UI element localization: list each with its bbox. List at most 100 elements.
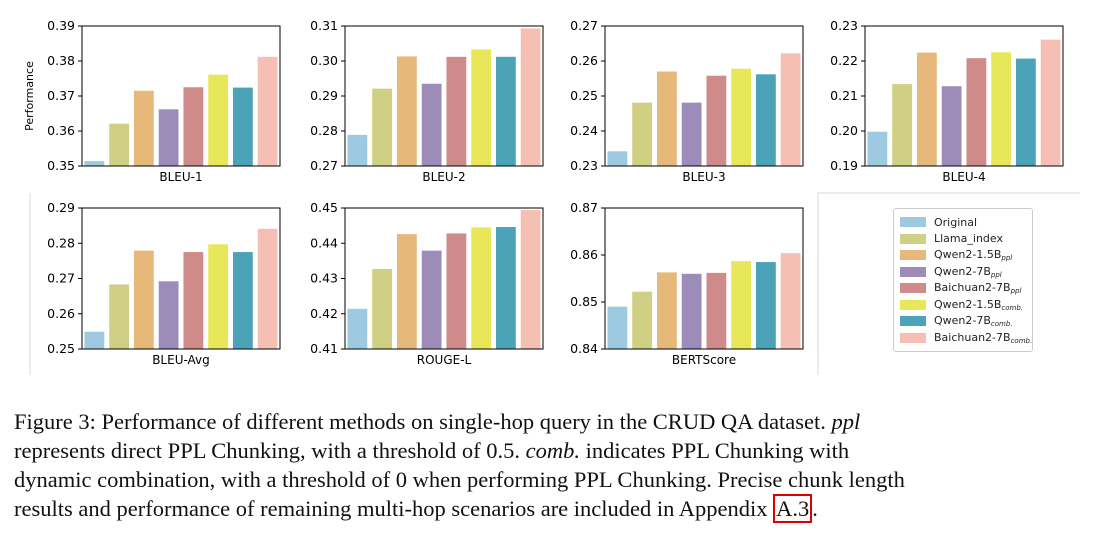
bar-6-1 <box>632 291 653 349</box>
bar-1-7 <box>520 28 541 167</box>
legend-label: Original <box>934 215 978 229</box>
y-tick-label: 0.27 <box>47 271 75 286</box>
y-tick-label: 0.26 <box>570 53 598 68</box>
legend-label: Baichuan2-7Bppl <box>934 281 1022 295</box>
y-tick-label: 0.19 <box>830 158 858 173</box>
x-axis-label: BERTScore <box>672 353 736 367</box>
appendix-link[interactable]: A.3 <box>773 494 813 523</box>
bar-0-1 <box>109 123 130 166</box>
bar-0-7 <box>257 56 278 166</box>
caption-line-4: results and performance of remaining mul… <box>14 494 1082 523</box>
bar-6-7 <box>780 253 801 349</box>
caption-italic: ppl <box>831 409 861 434</box>
bar-2-7 <box>780 53 801 166</box>
figure-caption: Figure 3: Performance of different metho… <box>14 407 1082 523</box>
subplot-bleu-1: 0.35 0.36 0.37 0.38 0.39 BLEU-1 Performance <box>23 18 281 184</box>
y-tick-label: 0.36 <box>47 123 75 138</box>
bar-6-2 <box>656 272 677 349</box>
y-tick-label: 0.84 <box>570 341 598 356</box>
bar-4-1 <box>109 284 130 349</box>
bar-0-6 <box>232 87 253 166</box>
legend-label: Qwen2-1.5Bcomb. <box>934 297 1024 312</box>
bar-3-3 <box>941 86 962 166</box>
y-tick-label: 0.27 <box>570 18 598 33</box>
bar-2-4 <box>706 75 727 166</box>
y-tick-label: 0.23 <box>830 18 858 33</box>
bar-0-5 <box>208 74 229 166</box>
axes-frame <box>604 207 804 350</box>
y-tick-label: 0.28 <box>47 235 75 250</box>
legend-label: Qwen2-7Bcomb. <box>934 314 1013 328</box>
bar-6-6 <box>755 262 776 349</box>
x-axis-label: BLEU-2 <box>422 170 465 184</box>
subplot-bleu-avg: 0.25 0.26 0.27 0.28 0.29 BLEU-Avg <box>47 200 281 367</box>
bar-4-4 <box>183 252 204 349</box>
bar-3-7 <box>1040 39 1061 166</box>
caption-text: represents direct PPL Chunking, with a t… <box>14 438 526 463</box>
bar-2-3 <box>681 102 702 166</box>
legend-item: Baichuan2-7Bcomb. <box>900 331 1032 345</box>
caption-text: indicates PPL Chunking with <box>579 438 850 463</box>
bar-4-3 <box>158 281 179 349</box>
y-tick-label: 0.35 <box>47 158 75 173</box>
bar-1-0 <box>347 134 368 166</box>
bar-2-5 <box>731 68 752 166</box>
bar-1-1 <box>372 88 393 166</box>
legend-swatch <box>900 233 926 244</box>
x-axis-label: BLEU-4 <box>942 170 985 184</box>
bar-2-0 <box>607 151 628 166</box>
legend-swatch <box>900 283 926 293</box>
y-tick-label: 0.87 <box>570 200 598 215</box>
y-tick-label: 0.45 <box>310 200 338 215</box>
bar-6-3 <box>681 273 702 349</box>
legend-swatch <box>900 217 926 227</box>
y-tick-label: 0.38 <box>47 53 75 68</box>
bar-3-2 <box>916 52 937 166</box>
bar-4-0 <box>84 331 105 349</box>
y-tick-label: 0.85 <box>570 294 598 309</box>
caption-line-1: Figure 3: Performance of different metho… <box>14 407 1082 436</box>
y-tick-label: 0.24 <box>570 123 598 138</box>
y-tick-label: 0.31 <box>310 18 338 33</box>
y-axis-label: Performance <box>23 61 36 131</box>
legend-label: Qwen2-1.5Bppl <box>934 248 1013 262</box>
bar-4-7 <box>257 228 278 349</box>
bar-4-2 <box>133 250 154 349</box>
y-tick-label: 0.22 <box>830 53 858 68</box>
legend-swatch <box>900 316 926 326</box>
caption-line-2: represents direct PPL Chunking, with a t… <box>14 436 1082 465</box>
y-tick-label: 0.86 <box>570 247 598 262</box>
bar-6-4 <box>706 272 727 349</box>
y-tick-label: 0.37 <box>47 88 75 103</box>
bar-2-6 <box>755 74 776 166</box>
y-tick-label: 0.25 <box>47 341 75 356</box>
legend-item: Llama_index <box>900 232 1003 246</box>
y-tick-label: 0.43 <box>310 271 338 286</box>
legend-swatch <box>900 250 926 260</box>
y-tick-label: 0.26 <box>47 306 75 321</box>
bar-5-6 <box>495 227 516 349</box>
legend-label: Baichuan2-7Bcomb. <box>934 330 1033 345</box>
bar-0-4 <box>183 87 204 166</box>
legend-item: Qwen2-1.5Bcomb. <box>900 298 1023 312</box>
bar-5-4 <box>446 233 467 349</box>
legend-item: Qwen2-7Bcomb. <box>900 314 1013 328</box>
bar-5-5 <box>471 227 492 349</box>
bar-3-5 <box>991 52 1012 166</box>
y-tick-label: 0.29 <box>310 88 338 103</box>
subplot-bleu-2: 0.27 0.28 0.29 0.30 0.31 BLEU-2 <box>310 18 544 184</box>
y-tick-label: 0.27 <box>310 158 338 173</box>
bar-1-2 <box>396 56 417 167</box>
y-tick-label: 0.25 <box>570 88 598 103</box>
legend-swatch <box>900 266 926 277</box>
bar-0-0 <box>84 161 105 166</box>
bar-2-1 <box>632 102 653 166</box>
bar-3-0 <box>867 131 888 166</box>
y-tick-label: 0.42 <box>310 306 338 321</box>
bar-5-2 <box>396 234 417 349</box>
legend: Original Llama_index Qwen2-1.5Bppl Qwen2-7B… <box>893 208 1033 352</box>
subplot-bleu-4: 0.19 0.20 0.21 0.22 0.23 BLEU-4 <box>830 18 1064 184</box>
caption-text: Figure 3: Performance of different metho… <box>14 409 832 434</box>
subplot-bleu-3: 0.23 0.24 0.25 0.26 0.27 BLEU-3 <box>570 18 804 184</box>
subplot-rouge-l: 0.41 0.42 0.43 0.44 0.45 ROUGE-L <box>310 200 544 367</box>
